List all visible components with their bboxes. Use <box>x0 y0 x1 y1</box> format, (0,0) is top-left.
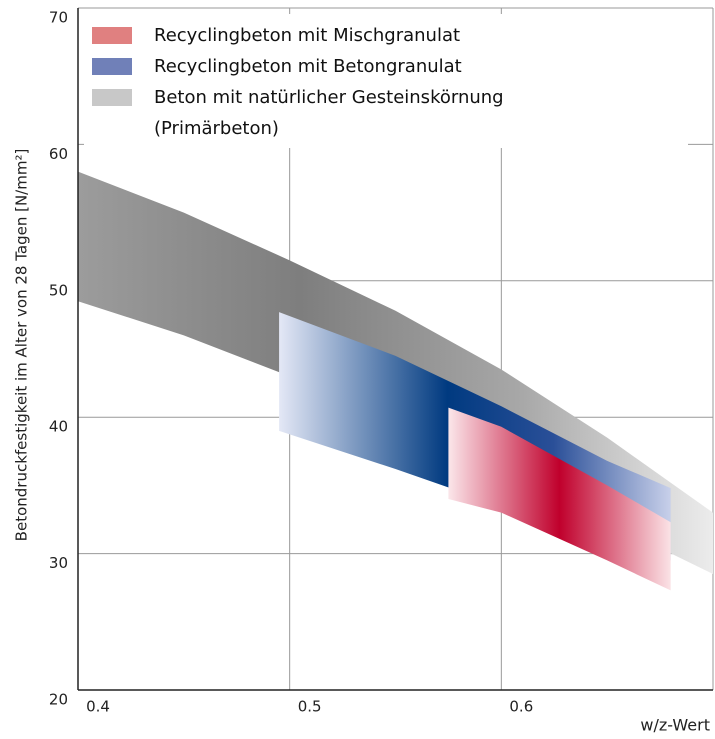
y-axis-label: Betondruckfestigkeit im Alter von 28 Tag… <box>13 149 31 542</box>
y-tick-label: 70 <box>49 9 68 27</box>
y-tick-label: 30 <box>49 554 68 572</box>
legend-label: Recyclingbeton mit Betongranulat <box>154 56 462 77</box>
legend-label: Recyclingbeton mit Mischgranulat <box>154 25 461 46</box>
legend-item: Recyclingbeton mit Betongranulat <box>84 51 688 82</box>
y-tick-label: 50 <box>49 281 68 299</box>
legend: Recyclingbeton mit Mischgranulat Recyclin… <box>84 14 688 148</box>
legend-swatch <box>92 27 132 44</box>
legend-swatch <box>92 58 132 75</box>
y-tick-label: 60 <box>49 145 68 163</box>
legend-item: Recyclingbeton mit Mischgranulat <box>84 20 688 51</box>
x-axis-label: w/z-Wert <box>640 716 710 735</box>
legend-label: Beton mit natürlicher Gesteinskörnung (P… <box>154 87 504 139</box>
band-area <box>448 407 671 591</box>
legend-item: Beton mit natürlicher Gesteinskörnung (P… <box>84 82 688 144</box>
x-tick-label: 0.6 <box>509 698 533 716</box>
y-tick-label: 20 <box>49 691 68 709</box>
x-tick-label: 0.5 <box>298 698 322 716</box>
x-tick-label: 0.4 <box>86 698 110 716</box>
y-tick-label: 40 <box>49 418 68 436</box>
legend-swatch <box>92 89 132 106</box>
